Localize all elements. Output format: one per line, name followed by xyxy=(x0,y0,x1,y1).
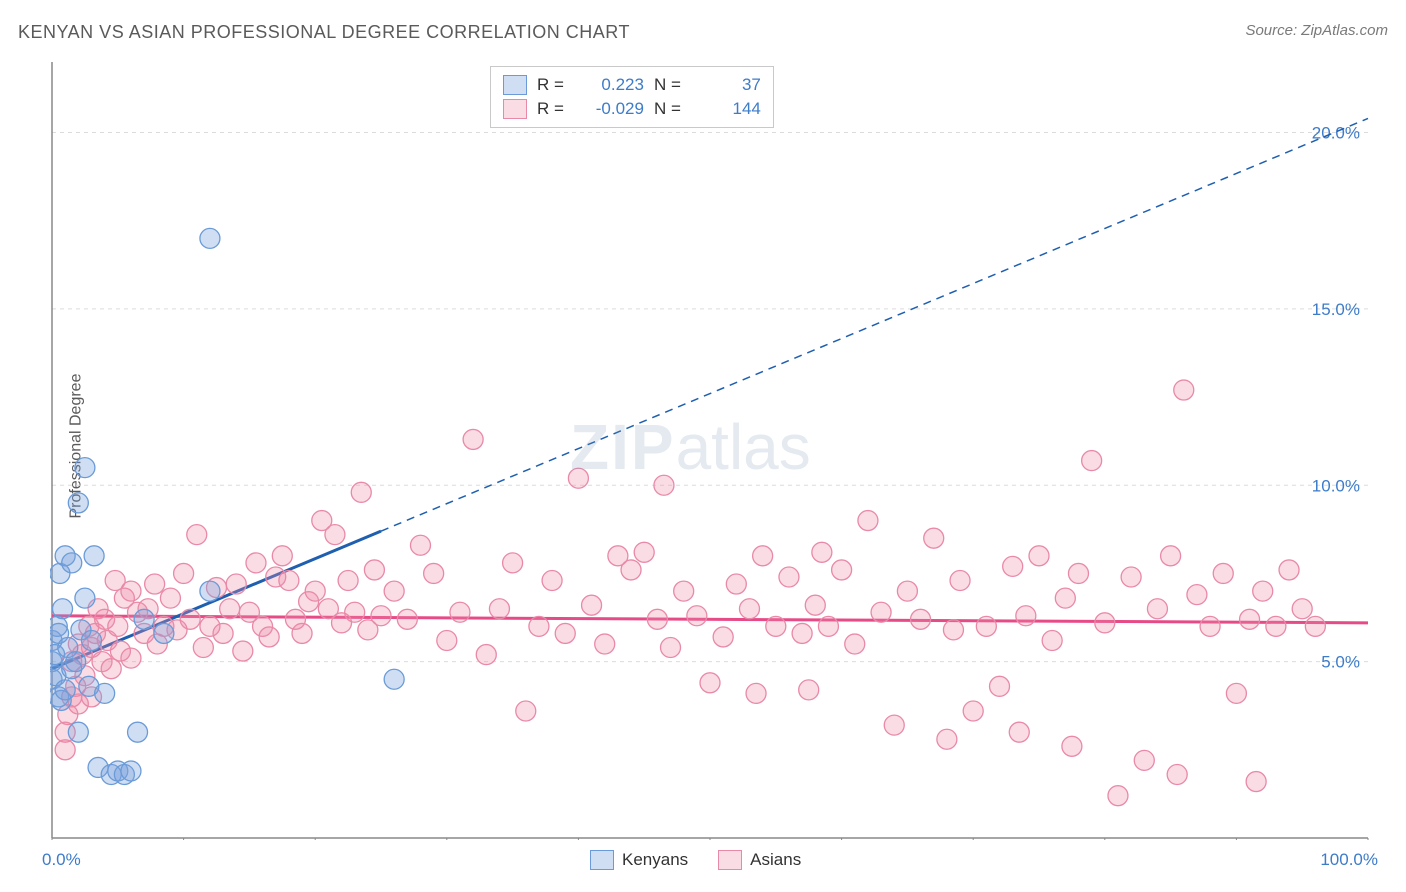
svg-text:15.0%: 15.0% xyxy=(1312,300,1360,319)
scatter-chart: 5.0% 10.0% 15.0% 20.0% xyxy=(50,60,1370,840)
r-value-1: 0.223 xyxy=(574,73,644,97)
x-axis-max: 100.0% xyxy=(1320,850,1378,870)
legend-swatch-1 xyxy=(590,850,614,870)
stats-row-1: R = 0.223 N = 37 xyxy=(503,73,761,97)
swatch-series1 xyxy=(503,75,527,95)
plot-area: 5.0%10.0%15.0%20.0% ZIPatlas R = 0.223 N… xyxy=(50,60,1370,840)
swatch-series2 xyxy=(503,99,527,119)
r-value-2: -0.029 xyxy=(574,97,644,121)
stats-box: R = 0.223 N = 37 R = -0.029 N = 144 xyxy=(490,66,774,128)
stats-row-2: R = -0.029 N = 144 xyxy=(503,97,761,121)
legend-item-2: Asians xyxy=(718,850,801,870)
chart-container: KENYAN VS ASIAN PROFESSIONAL DEGREE CORR… xyxy=(0,0,1406,892)
legend-item-1: Kenyans xyxy=(590,850,688,870)
x-axis-min: 0.0% xyxy=(42,850,81,870)
svg-text:5.0%: 5.0% xyxy=(1321,653,1360,672)
n-value-2: 144 xyxy=(691,97,761,121)
source-label: Source: ZipAtlas.com xyxy=(1245,22,1388,39)
svg-text:10.0%: 10.0% xyxy=(1312,476,1360,495)
chart-title: KENYAN VS ASIAN PROFESSIONAL DEGREE CORR… xyxy=(18,22,630,43)
legend: Kenyans Asians xyxy=(590,850,801,870)
n-value-1: 37 xyxy=(691,73,761,97)
svg-text:20.0%: 20.0% xyxy=(1312,124,1360,143)
legend-swatch-2 xyxy=(718,850,742,870)
